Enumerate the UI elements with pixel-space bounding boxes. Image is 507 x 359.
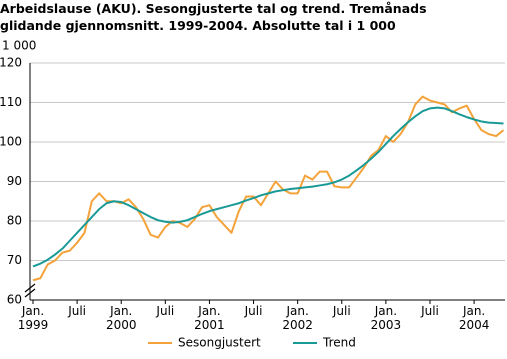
y-tick-label: 90 (7, 174, 22, 188)
x-tick-label: Juli (421, 304, 439, 318)
x-tick-label: Juli (156, 304, 175, 318)
x-tick-label: Juli (244, 304, 263, 318)
x-tick-label: Juli (68, 304, 87, 318)
legend-label: Trend (322, 336, 356, 350)
axis-break (24, 288, 36, 298)
x-tick-label: Juli (332, 304, 351, 318)
y-tick-label: 100 (0, 135, 22, 149)
legend-label: Sesongjustert (178, 336, 261, 350)
y-unit-label: 1 000 (2, 39, 36, 53)
x-tick-label: Jan. 2000 (105, 304, 137, 332)
x-tick-label: Jan. 1999 (17, 304, 49, 332)
y-tick-label: 110 (0, 95, 22, 109)
x-tick-label: Jan. 2003 (370, 304, 402, 332)
y-tick-label: 60 (7, 293, 22, 307)
series-line (32, 95, 505, 282)
x-tick-label: Jan. 2002 (282, 304, 313, 332)
series-line (32, 106, 504, 268)
y-tick-label: 120 (0, 56, 22, 70)
y-tick-label: 80 (7, 214, 22, 228)
y-tick-label: 70 (7, 253, 22, 267)
chart-title: Arbeidslause (AKU). Sesongjusterte tal o… (0, 1, 427, 33)
x-tick-label: Jan. 2004 (458, 304, 490, 332)
x-tick-label: Jan. 2001 (194, 304, 225, 332)
axis-break (24, 283, 36, 293)
